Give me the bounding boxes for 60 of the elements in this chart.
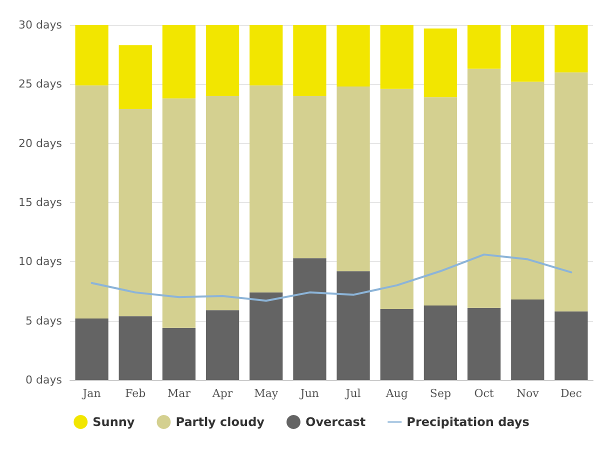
x-tick-label: Jun <box>299 387 320 400</box>
y-tick-label: 0 days <box>26 374 62 386</box>
x-tick-label: Jan <box>82 387 101 400</box>
bar <box>554 25 588 72</box>
bar <box>250 25 283 86</box>
bar <box>424 97 458 306</box>
bar <box>293 25 326 96</box>
bar <box>336 271 370 380</box>
bar <box>554 72 588 312</box>
bar <box>75 85 108 318</box>
bar <box>206 25 240 96</box>
bar <box>75 318 108 380</box>
line-series <box>90 254 572 302</box>
bar <box>293 258 326 380</box>
x-tick-label: Aug <box>384 387 408 400</box>
bar <box>250 85 283 292</box>
bar <box>75 25 108 86</box>
legend-label: Precipitation days <box>406 415 530 429</box>
y-tick-label: 15 days <box>18 196 62 209</box>
bar <box>118 316 152 380</box>
bar <box>511 300 544 380</box>
bar <box>467 25 501 69</box>
bar <box>118 109 152 316</box>
legend-label: Sunny <box>92 415 135 429</box>
legend-label: Overcast <box>305 415 366 429</box>
bar <box>336 86 370 272</box>
bar <box>380 309 414 380</box>
x-tick-label: Jul <box>344 387 362 400</box>
bar <box>206 310 240 380</box>
bar <box>511 82 544 300</box>
bar <box>380 88 414 309</box>
bar <box>206 96 240 310</box>
y-tick-label: 25 days <box>18 78 62 91</box>
bar <box>336 25 370 87</box>
bar <box>293 96 326 258</box>
y-tick-label: 30 days <box>18 18 62 32</box>
bar <box>467 68 501 308</box>
x-tick-label: Nov <box>516 387 540 400</box>
bar <box>118 45 152 110</box>
x-tick-label: Oct <box>474 387 494 400</box>
bar <box>467 308 501 380</box>
x-tick-label: Mar <box>167 387 192 400</box>
x-tick-label: May <box>254 387 279 400</box>
x-tick-label: Dec <box>560 387 582 400</box>
bar <box>424 28 458 98</box>
x-tick-label: Sep <box>430 387 452 400</box>
bar <box>162 328 196 380</box>
y-tick-label: 10 days <box>18 255 62 268</box>
bar <box>250 292 283 380</box>
bar <box>162 98 196 328</box>
bar <box>380 25 414 89</box>
bar <box>511 25 544 82</box>
bar <box>554 311 588 380</box>
bar <box>162 25 196 98</box>
x-tick-label: Feb <box>125 387 146 400</box>
bar <box>424 305 458 380</box>
y-tick-label: 20 days <box>18 136 62 150</box>
x-tick-label: Apr <box>211 387 234 400</box>
legend-label: Partly cloudy <box>176 415 265 429</box>
y-tick-label: 5 days <box>26 314 62 328</box>
